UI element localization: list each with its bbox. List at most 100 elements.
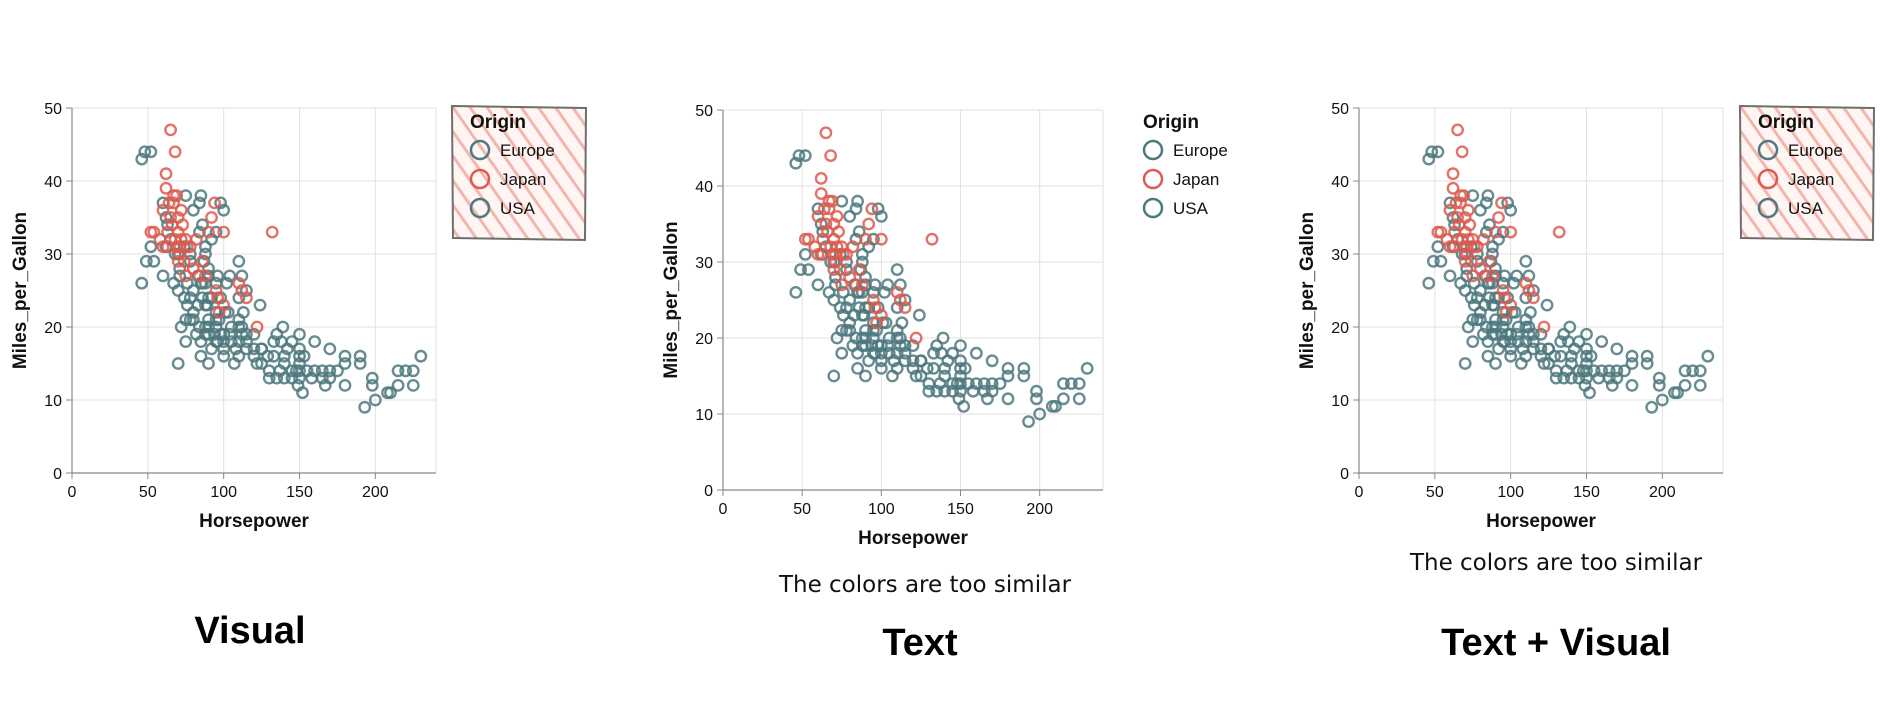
point-europe <box>255 342 268 356</box>
point-usa <box>920 361 934 375</box>
point-usa <box>232 349 246 363</box>
point-usa <box>250 357 264 370</box>
point-japan <box>208 196 221 210</box>
point-europe <box>267 349 281 363</box>
point-europe <box>156 269 170 283</box>
point-usa <box>1678 364 1692 378</box>
legend-symbol-europe <box>469 139 491 161</box>
x-tick-label: 0 <box>719 501 728 518</box>
legend-symbol-usa <box>1757 197 1779 219</box>
point-japan <box>814 171 828 185</box>
point-europe <box>240 335 253 348</box>
point-usa <box>391 378 405 392</box>
point-usa <box>1458 357 1472 370</box>
point-europe <box>247 327 261 341</box>
point-japan <box>859 232 872 246</box>
point-usa <box>1504 203 1518 217</box>
panel-label-visual: Visual <box>194 610 306 652</box>
point-usa <box>194 189 208 203</box>
point-usa <box>946 346 959 360</box>
point-usa <box>262 371 276 385</box>
point-europe <box>1489 291 1502 305</box>
legend-symbol-europe <box>1757 139 1779 161</box>
point-usa <box>1519 335 1533 348</box>
point-usa <box>835 323 849 337</box>
point-japan <box>1483 254 1496 268</box>
point-europe <box>1507 276 1521 290</box>
point-usa <box>247 342 261 356</box>
point-usa <box>232 291 246 305</box>
point-europe <box>1460 269 1474 283</box>
point-usa <box>1049 399 1062 413</box>
point-usa <box>315 364 329 378</box>
x-tick-label: 150 <box>1573 484 1600 501</box>
point-usa <box>946 377 959 390</box>
point-europe <box>1478 298 1492 312</box>
point-japan <box>814 187 828 201</box>
point-usa <box>977 377 991 390</box>
point-usa <box>255 357 268 370</box>
y-axis-title: Miles_per_Gallon <box>661 221 682 378</box>
y-tick-label: 30 <box>695 255 713 272</box>
point-japan <box>874 308 888 322</box>
point-japan <box>843 270 857 284</box>
legend-symbol-usa <box>469 197 491 219</box>
point-japan <box>865 202 879 216</box>
scatter-chart-text-visual: 0 50 100 150 200 0 10 20 30 40 50 Horsepower Miles_p… <box>1297 101 1876 532</box>
point-japan <box>164 211 177 224</box>
point-japan <box>202 225 215 239</box>
point-europe <box>859 270 872 284</box>
point-japan <box>1455 145 1469 159</box>
point-usa <box>1595 364 1609 378</box>
point-usa <box>208 327 221 341</box>
point-usa <box>199 240 212 254</box>
point-japan <box>171 254 185 268</box>
point-usa <box>406 378 420 392</box>
point-europe <box>836 285 850 299</box>
point-usa <box>293 364 306 378</box>
point-usa <box>159 211 173 224</box>
point-usa <box>399 364 413 378</box>
point-japan <box>161 225 174 239</box>
x-tick-label: 100 <box>868 501 895 518</box>
point-europe <box>199 247 212 261</box>
point-japan <box>1446 167 1460 181</box>
x-tick-label: 200 <box>1026 501 1053 518</box>
x-axis-title: Horsepower <box>1486 511 1596 532</box>
point-usa <box>957 399 971 413</box>
point-usa <box>906 361 920 375</box>
point-japan <box>840 247 853 261</box>
point-usa <box>1466 335 1480 348</box>
point-usa <box>855 247 869 261</box>
point-europe <box>191 298 205 312</box>
x-tick-label: 50 <box>793 501 811 518</box>
point-usa <box>1519 291 1533 305</box>
point-usa <box>1640 357 1654 370</box>
point-japan <box>1552 225 1566 239</box>
point-usa <box>1548 349 1562 363</box>
legend-title: Origin <box>1143 112 1199 133</box>
point-japan <box>874 232 888 246</box>
point-europe <box>183 254 197 268</box>
point-usa <box>1564 357 1578 370</box>
point-usa <box>1645 400 1659 414</box>
point-japan <box>1498 291 1512 305</box>
point-usa <box>353 357 367 370</box>
x-axis-title: Horsepower <box>858 528 968 549</box>
point-usa <box>315 371 329 385</box>
point-europe <box>1426 254 1440 268</box>
point-japan <box>1479 269 1493 283</box>
point-usa <box>267 335 281 348</box>
point-japan <box>217 298 231 312</box>
point-usa <box>954 361 967 375</box>
point-europe <box>1470 291 1484 305</box>
point-usa <box>874 346 888 360</box>
point-europe <box>139 254 153 268</box>
point-japan <box>1443 240 1457 254</box>
y-tick-label: 10 <box>695 407 713 424</box>
legend-highlight-box <box>450 104 588 242</box>
point-japan <box>816 232 830 246</box>
point-usa <box>186 313 200 327</box>
point-usa <box>851 194 864 208</box>
point-usa <box>835 346 849 360</box>
